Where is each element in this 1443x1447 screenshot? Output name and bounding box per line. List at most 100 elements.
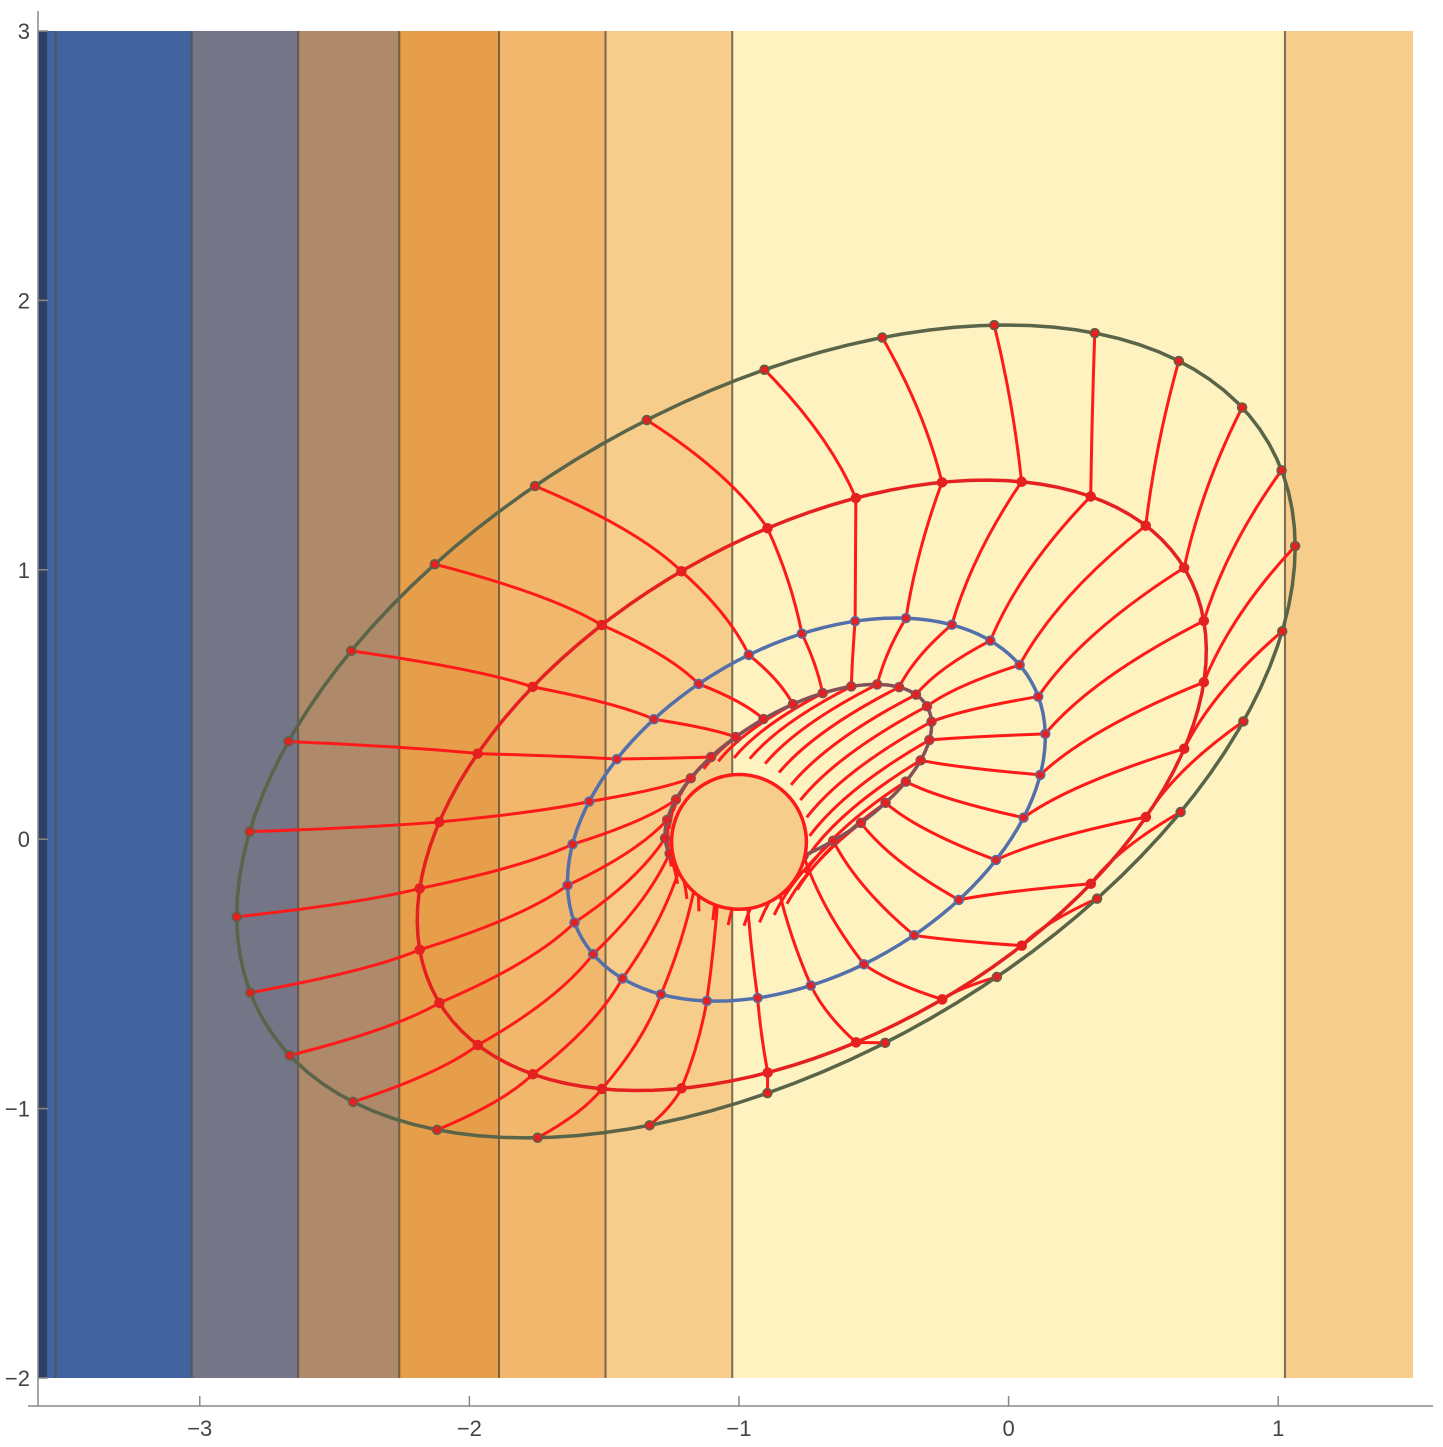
spoke-5 xyxy=(645,418,825,759)
marker-2-16 xyxy=(596,1083,608,1095)
marker-2-12 xyxy=(414,944,425,956)
marker-1-5 xyxy=(796,628,808,639)
marker-3-13 xyxy=(284,1050,296,1061)
marker-2-24 xyxy=(1178,743,1190,754)
marker-2-26 xyxy=(1198,615,1210,627)
marker-3-17 xyxy=(644,1120,655,1131)
marker-0-5 xyxy=(817,687,828,699)
y-tick-label-4: 2 xyxy=(18,288,30,313)
spoke-6 xyxy=(534,484,795,763)
x-tick-label-4: 1 xyxy=(1272,1416,1284,1441)
inner-ellipse-shape xyxy=(669,772,809,912)
marker-3-22 xyxy=(1175,806,1186,818)
spoke-2 xyxy=(777,324,1024,774)
marker-0-24 xyxy=(900,776,912,787)
marker-2-1 xyxy=(1085,491,1096,502)
trajectory-markers xyxy=(231,319,1301,1144)
marker-1-8 xyxy=(648,713,660,725)
marker-1-16 xyxy=(655,989,667,1000)
marker-3-19 xyxy=(879,1037,891,1049)
marker-1-15 xyxy=(617,973,628,984)
marker-3-20 xyxy=(991,971,1003,983)
marker-1-25 xyxy=(1035,769,1046,781)
spoke-1 xyxy=(789,333,1097,786)
marker-2-19 xyxy=(850,1037,862,1048)
band-4 xyxy=(399,31,500,1378)
marker-0-13 xyxy=(659,832,671,844)
marker-2-0 xyxy=(1140,520,1152,531)
y-axis: −2 −1 0 1 2 3 xyxy=(5,19,48,1391)
marker-1-27 xyxy=(1033,691,1044,702)
marker-3-24 xyxy=(1276,625,1288,637)
marker-2-8 xyxy=(527,681,538,693)
marker-2-22 xyxy=(1085,878,1097,890)
marker-1-24 xyxy=(1018,812,1029,823)
marker-0-22 xyxy=(855,817,867,829)
marker-0-11 xyxy=(670,794,682,805)
marker-3-16 xyxy=(532,1132,543,1144)
marker-3-11 xyxy=(231,911,242,923)
x-tick-label-3: 0 xyxy=(1002,1416,1014,1441)
marker-2-15 xyxy=(527,1068,539,1080)
marker-3-4 xyxy=(759,364,770,375)
marker-1-9 xyxy=(611,753,623,765)
marker-1-23 xyxy=(990,854,1002,866)
marker-3-5 xyxy=(641,414,652,426)
level-curve-1 xyxy=(565,616,1048,1003)
marker-2-20 xyxy=(936,994,948,1005)
marker-0-1 xyxy=(910,689,922,700)
marker-0-25 xyxy=(915,755,926,766)
marker-2-25 xyxy=(1198,676,1210,688)
marker-1-1 xyxy=(985,635,996,646)
marker-3-25 xyxy=(1289,540,1301,552)
band-3 xyxy=(298,31,400,1378)
marker-3-27 xyxy=(1236,402,1248,413)
spoke-0 xyxy=(799,360,1181,802)
marker-2-18 xyxy=(762,1067,773,1078)
marker-3-10 xyxy=(244,826,255,837)
marker-0-4 xyxy=(846,681,857,692)
marker-1-11 xyxy=(567,839,578,850)
band-2 xyxy=(191,31,299,1378)
marker-2-17 xyxy=(676,1083,687,1094)
marker-0-27 xyxy=(926,716,937,727)
marker-1-20 xyxy=(858,958,870,970)
marker-0-7 xyxy=(758,713,769,725)
marker-3-21 xyxy=(1091,893,1103,904)
marker-3-15 xyxy=(431,1124,443,1136)
marker-2-10 xyxy=(434,816,445,828)
marker-0-6 xyxy=(787,698,799,710)
band-0 xyxy=(38,31,48,1378)
spoke-4 xyxy=(748,368,858,760)
marker-1-10 xyxy=(583,796,595,807)
y-tick-label-3: 1 xyxy=(18,558,30,583)
x-axis: −3 −2 −1 0 1 xyxy=(187,1396,1284,1441)
marker-0-10 xyxy=(685,772,697,784)
marker-1-26 xyxy=(1039,728,1051,740)
marker-1-19 xyxy=(805,980,817,991)
marker-3-12 xyxy=(245,987,256,998)
marker-2-21 xyxy=(1016,940,1028,951)
marker-0-3 xyxy=(871,679,883,690)
marker-1-22 xyxy=(953,894,965,906)
marker-2-2 xyxy=(1016,476,1027,488)
marker-0-2 xyxy=(893,681,905,693)
contour-lines xyxy=(54,31,1286,1378)
marker-3-2 xyxy=(988,319,1000,331)
marker-3-23 xyxy=(1238,716,1249,727)
marker-2-7 xyxy=(596,619,608,631)
marker-3-1 xyxy=(1089,327,1101,339)
marker-1-13 xyxy=(569,917,580,928)
marker-0-23 xyxy=(880,797,891,809)
marker-1-17 xyxy=(701,995,713,1007)
marker-1-0 xyxy=(1014,659,1025,671)
y-tick-label-2: 0 xyxy=(18,827,30,852)
marker-1-4 xyxy=(849,615,861,627)
marker-3-7 xyxy=(429,558,441,570)
marker-3-8 xyxy=(346,645,357,657)
marker-1-12 xyxy=(562,880,573,891)
marker-1-14 xyxy=(587,948,599,960)
marker-2-6 xyxy=(676,566,687,577)
marker-3-9 xyxy=(283,736,294,747)
